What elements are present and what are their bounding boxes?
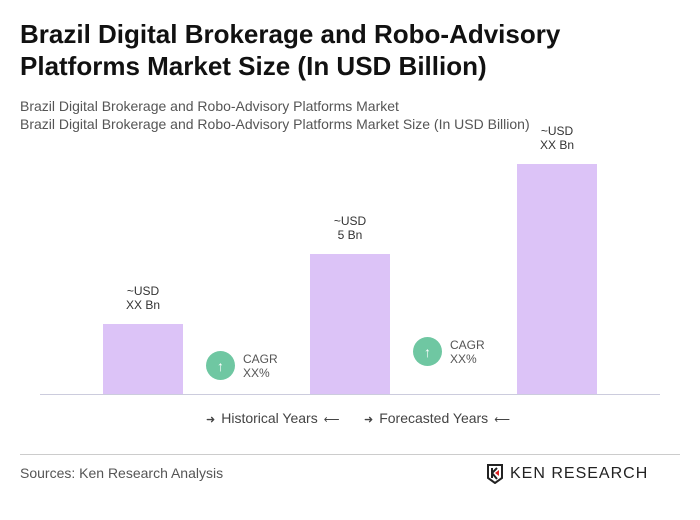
cagr-badge-1: ↑ CAGR XX% [206, 351, 278, 380]
arrow-left-icon: ⟵ [494, 414, 510, 426]
arrow-right-icon: ➜ [206, 414, 216, 426]
bar [103, 324, 183, 394]
divider [20, 454, 680, 455]
bar [517, 164, 597, 394]
legend-label: Historical Years [221, 410, 318, 426]
arrow-up-icon: ↑ [413, 337, 442, 366]
legend-label: Forecasted Years [379, 410, 489, 426]
cagr-label: CAGR [243, 351, 278, 366]
subtitle-1: Brazil Digital Brokerage and Robo-Adviso… [20, 98, 399, 114]
cagr-badge-2: ↑ CAGR XX% [413, 337, 485, 366]
cagr-label: CAGR [450, 337, 485, 352]
arrow-right-icon: ➜ [364, 414, 374, 426]
chart-title: Brazil Digital Brokerage and Robo-Adviso… [20, 19, 561, 81]
ken-research-logo: KEN RESEARCH [486, 464, 648, 484]
data-label: ~USD 5 Bn [333, 214, 367, 242]
legend-historical: ➜ Historical Years ⟵ [200, 410, 346, 426]
source-note: Sources: Ken Research Analysis [20, 465, 224, 481]
logo-text: KEN RESEARCH [510, 465, 649, 482]
cagr-value: XX% [243, 365, 270, 380]
data-label: ~USD XX Bn [539, 124, 575, 153]
x-axis-line [40, 394, 660, 395]
data-label: ~USD XX Bn [125, 284, 161, 312]
logo-icon [487, 464, 503, 484]
arrow-left-icon: ⟵ [323, 414, 340, 426]
subtitle-2: Brazil Digital Brokerage and Robo-Adviso… [20, 116, 530, 132]
legend-forecasted: ➜ Forecasted Years ⟵ [358, 410, 516, 426]
bar [310, 254, 390, 394]
arrow-up-icon: ↑ [206, 351, 235, 380]
cagr-value: XX% [450, 351, 477, 366]
